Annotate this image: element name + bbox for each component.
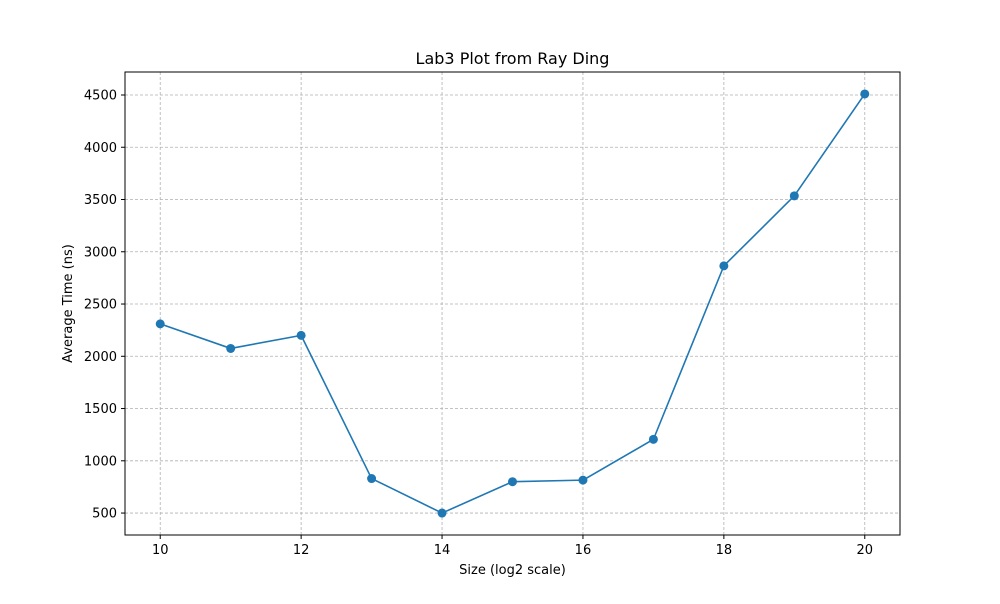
y-tick-label: 4500 [84, 88, 117, 103]
y-tick-label: 1000 [84, 454, 117, 469]
y-tick-label: 500 [92, 507, 117, 522]
chart-title: Lab3 Plot from Ray Ding [416, 49, 610, 68]
plot-frame [124, 71, 901, 536]
data-point [719, 261, 729, 271]
y-tick-label: 4000 [84, 141, 117, 156]
data-point [789, 191, 799, 201]
axis-ticks: 10 12 14 16 18 20 500 1000 1500 2000 2500 3000 3500 4… [84, 88, 873, 558]
y-tick-label: 3500 [84, 193, 117, 208]
x-tick-label: 12 [293, 543, 310, 558]
data-point [155, 319, 165, 329]
data-point [226, 343, 236, 353]
data-point [296, 330, 306, 340]
y-tick-label: 1500 [84, 402, 117, 417]
grid [125, 72, 900, 535]
x-tick-label: 18 [716, 543, 733, 558]
y-tick-label: 2500 [84, 298, 117, 313]
series-line [159, 93, 866, 514]
data-point [508, 477, 517, 487]
data-point [648, 434, 658, 444]
x-tick-label: 16 [575, 543, 592, 558]
data-point [367, 474, 377, 484]
y-tick-label: 2000 [84, 350, 117, 365]
series-layer [155, 89, 870, 518]
data-point [578, 475, 588, 485]
y-axis-label: Average Time (ns) [61, 244, 76, 363]
data-point [437, 508, 447, 518]
y-tick-label: 3000 [84, 245, 117, 260]
data-point [860, 89, 870, 99]
x-tick-label: 10 [152, 543, 169, 558]
x-tick-label: 14 [434, 543, 451, 558]
x-tick-label: 20 [856, 543, 873, 558]
x-axis-label: Size (log2 scale) [459, 563, 566, 578]
